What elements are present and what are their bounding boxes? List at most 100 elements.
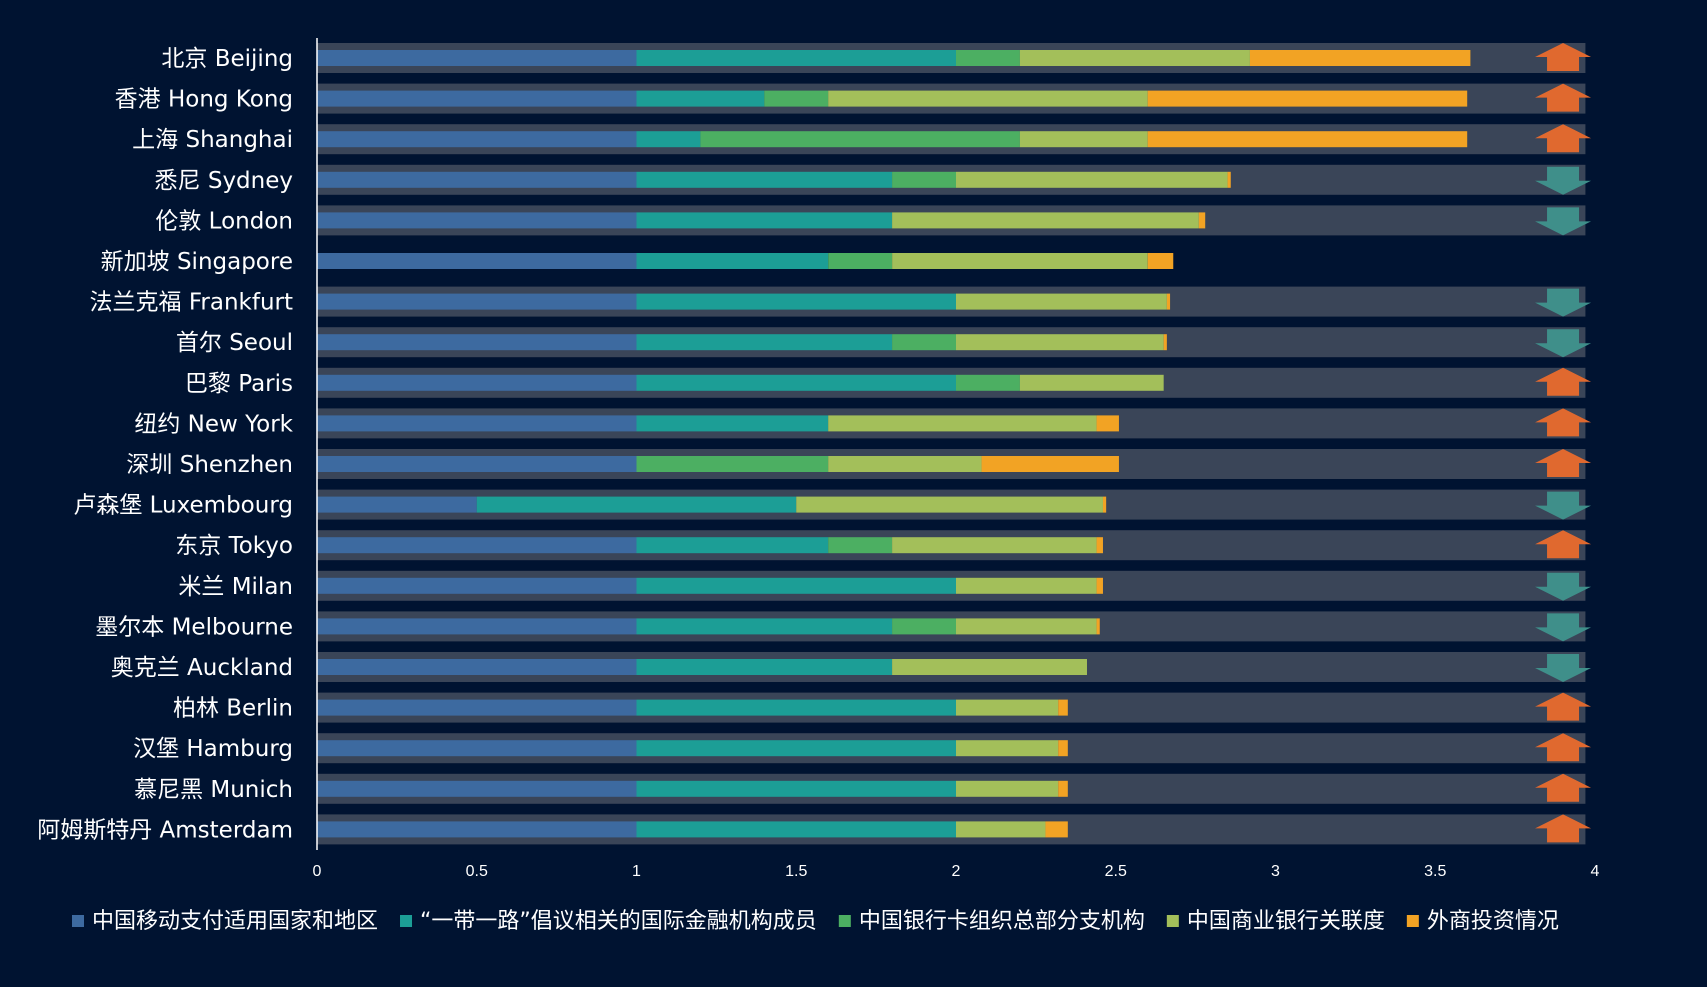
bar-segment: [828, 537, 893, 554]
arrow-down-icon: [1535, 288, 1592, 317]
x-tick-label: 3.5: [1424, 863, 1446, 880]
category-label: 巴黎 Paris: [185, 371, 293, 397]
category-label: 汉堡 Hamburg: [133, 736, 293, 762]
bar-segment: [892, 334, 956, 351]
bar-segment: [636, 740, 956, 757]
x-tick-label: 1: [632, 863, 641, 880]
category-label: 新加坡 Singapore: [101, 249, 293, 275]
bar-segment: [892, 171, 956, 188]
trend-arrows: [1535, 43, 1592, 843]
bar-segment: [828, 415, 1097, 432]
bar-segment: [636, 699, 956, 716]
x-tick-label: 2.5: [1105, 863, 1127, 880]
bar-segment: [1147, 253, 1174, 269]
arrow-up-icon: [1535, 814, 1592, 843]
arrow-down-icon: [1535, 613, 1592, 642]
arrow-down-icon: [1535, 166, 1592, 195]
bar-segment: [636, 577, 956, 594]
arrow-up-icon: [1535, 530, 1592, 559]
x-tick-label: 0.5: [466, 863, 488, 880]
bar-segment: [956, 699, 1059, 716]
bar-segment: [1227, 171, 1231, 188]
bar-segment: [317, 577, 637, 594]
bar-segment: [317, 334, 637, 351]
legend-swatch: [400, 915, 413, 927]
legend-label: 外商投资情况: [1427, 909, 1559, 934]
bar-segment: [317, 212, 637, 229]
category-label: 纽约 New York: [134, 411, 293, 437]
bar-segment: [636, 90, 765, 107]
bar-segment: [956, 50, 1020, 66]
category-label: 米兰 Milan: [178, 574, 293, 600]
bar-segment: [317, 699, 637, 716]
category-label: 上海 Shanghai: [132, 127, 293, 153]
bar-segments: [317, 50, 1471, 838]
bar-segment: [956, 821, 1046, 838]
bar-segment: [1147, 131, 1468, 148]
bar-segment: [317, 90, 637, 107]
legend-swatch: [1166, 915, 1179, 927]
bar-segment: [636, 821, 956, 838]
bar-segment: [317, 50, 637, 66]
bar-segment: [892, 253, 1148, 269]
arrow-down-icon: [1535, 572, 1592, 601]
bar-segment: [1058, 740, 1068, 757]
bar-segment: [317, 537, 637, 554]
bar-segment: [636, 212, 893, 229]
category-label: 悉尼 Sydney: [155, 168, 293, 194]
legend-swatch: [72, 915, 84, 927]
arrow-up-icon: [1535, 367, 1592, 396]
bar-segment: [476, 496, 797, 513]
bar-segment: [1102, 496, 1107, 513]
bar-segment: [317, 456, 637, 472]
category-label: 伦敦 London: [155, 208, 293, 234]
category-label: 东京 Tokyo: [175, 533, 293, 559]
legend-swatch: [838, 915, 851, 927]
category-label: 阿姆斯特丹 Amsterdam: [37, 817, 293, 843]
bar-segment: [1249, 50, 1471, 66]
arrow-up-icon: [1535, 692, 1592, 721]
row-bands: [317, 43, 1586, 845]
bar-segment: [317, 496, 477, 513]
bar-segment: [1096, 415, 1119, 432]
bar-segment: [956, 740, 1059, 757]
legend-swatch: [1406, 915, 1419, 927]
bar-segment: [317, 253, 637, 269]
bar-segment: [317, 171, 637, 188]
bar-segment: [636, 253, 829, 269]
x-tick-label: 0: [313, 863, 322, 880]
bar-segment: [317, 821, 637, 838]
category-label: 法兰克福 Frankfurt: [90, 290, 293, 316]
bar-segment: [317, 618, 637, 635]
bar-segment: [892, 618, 956, 635]
bar-segment: [828, 90, 1148, 107]
bar-segment: [828, 456, 982, 472]
category-label: 首尔 Seoul: [176, 330, 293, 356]
bar-segment: [636, 780, 956, 797]
bar-segment: [1163, 334, 1167, 351]
bar-segment: [956, 577, 1097, 594]
category-label: 柏林 Berlin: [173, 696, 293, 722]
bar-segment: [636, 334, 893, 351]
legend-label: 中国银行卡组织总部分支机构: [859, 909, 1145, 934]
bar-segment: [828, 253, 893, 269]
bar-segment: [1058, 780, 1068, 797]
category-label: 慕尼黑 Munich: [134, 777, 293, 803]
bar-segment: [636, 131, 701, 148]
bar-segment: [892, 537, 1097, 554]
category-label: 墨尔本 Melbourne: [95, 614, 293, 640]
bar-segment: [764, 90, 829, 107]
bar-segment: [636, 50, 956, 66]
bar-segment: [1019, 131, 1148, 148]
arrow-up-icon: [1535, 773, 1592, 802]
bar-segment: [1096, 577, 1103, 594]
bar-segment: [636, 374, 956, 391]
category-label: 深圳 Shenzhen: [126, 452, 293, 478]
arrow-up-icon: [1535, 408, 1592, 437]
category-labels: 北京 Beijing 香港 Hong Kong 上海 Shanghai 悉尼 Sydn…: [37, 46, 293, 843]
bar-segment: [1096, 618, 1100, 635]
bar-segment: [1058, 699, 1068, 716]
bar-segment: [1147, 90, 1468, 107]
bar-segment: [956, 780, 1059, 797]
